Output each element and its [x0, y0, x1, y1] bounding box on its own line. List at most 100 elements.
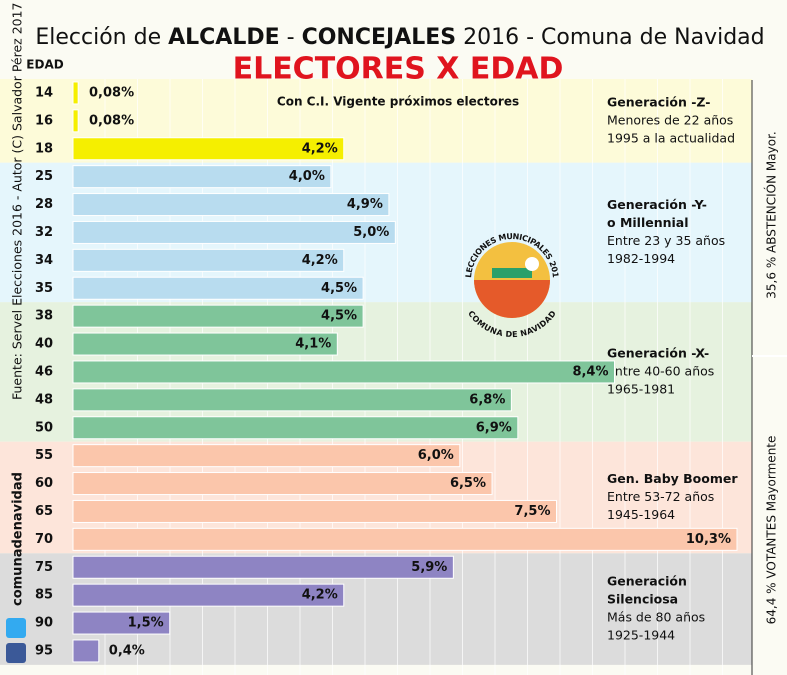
title-part: CONCEJALES — [302, 25, 457, 50]
bar — [72, 611, 171, 635]
generation-name: Generación -X- — [607, 345, 709, 360]
value-label: 6,5% — [450, 476, 486, 491]
category-label: 75 — [35, 560, 53, 575]
side-note: 64,4 % VOTANTES Mayormente — [765, 436, 779, 625]
generation-text: Entre 40-60 años — [607, 363, 714, 378]
bar — [72, 444, 461, 468]
chart-subtitle: ELECTORES X EDAD — [233, 52, 564, 87]
bar — [72, 472, 493, 496]
bar — [72, 304, 364, 328]
category-label: 48 — [35, 392, 53, 407]
bar — [72, 137, 345, 161]
title-part: Elección de — [35, 25, 168, 50]
bar — [72, 109, 79, 133]
logo-part — [474, 280, 550, 318]
bar — [72, 165, 332, 189]
value-label: 5,0% — [353, 225, 389, 240]
category-label: 25 — [35, 169, 53, 184]
side-note: 35,6 % ABSTENCIÓN Mayor. — [764, 131, 779, 298]
generation-text: 1982-1994 — [607, 251, 675, 266]
bar — [72, 639, 100, 663]
twitter-icon[interactable] — [6, 618, 26, 638]
bar — [72, 81, 79, 105]
value-label: 0,08% — [89, 113, 134, 128]
chart-title: Elección de ALCALDE - CONCEJALES 2016 - … — [35, 25, 764, 50]
category-label: 14 — [35, 85, 53, 100]
generation-text: Entre 23 y 35 años — [607, 233, 725, 248]
value-label: 10,3% — [686, 532, 731, 547]
bar — [72, 360, 616, 384]
category-label: 50 — [35, 420, 53, 435]
value-label: 6,0% — [418, 448, 454, 463]
bar — [72, 193, 390, 217]
bar — [72, 388, 512, 412]
value-label: 4,5% — [321, 309, 357, 324]
logo-sun — [525, 257, 539, 271]
value-label: 5,9% — [411, 560, 447, 575]
marks: Generación -Z- Menores de 22 años 1995 a l… — [35, 81, 738, 663]
value-label: 1,5% — [128, 616, 164, 631]
value-label: 6,9% — [476, 420, 512, 435]
generation-name: Generación -Y- — [607, 197, 707, 212]
category-label: 65 — [35, 504, 53, 519]
bar — [72, 416, 519, 440]
value-label: 6,8% — [469, 392, 505, 407]
generation-name: Silenciosa — [607, 592, 678, 607]
generation-name: Gen. Baby Boomer — [607, 471, 738, 486]
bar — [72, 248, 345, 272]
bar — [72, 527, 738, 551]
category-label: 46 — [35, 364, 53, 379]
category-label: 32 — [35, 225, 53, 240]
brand: comunadenavidad — [11, 472, 26, 606]
category-label: 18 — [35, 141, 53, 156]
generation-text: 1965-1981 — [607, 381, 675, 396]
category-label: 38 — [35, 309, 53, 324]
category-label: 35 — [35, 281, 53, 296]
category-label: 28 — [35, 197, 53, 212]
generation-name: Generación -Z- — [607, 94, 710, 109]
category-label: 55 — [35, 448, 53, 463]
generation-text: Entre 53-72 años — [607, 489, 714, 504]
title-part: - — [280, 25, 302, 50]
generation-text: Más de 80 años — [607, 610, 705, 625]
value-label: 8,4% — [572, 364, 608, 379]
generation-text: Menores de 22 años — [607, 112, 733, 127]
category-label: 90 — [35, 616, 53, 631]
bar — [72, 499, 557, 523]
value-label: 4,2% — [302, 253, 338, 268]
bar — [72, 583, 345, 607]
bar — [72, 332, 338, 356]
category-label: 60 — [35, 476, 53, 491]
logo-part — [492, 268, 532, 278]
category-label: 85 — [35, 588, 53, 603]
value-label: 4,2% — [302, 141, 338, 156]
generation-name: o Millennial — [607, 215, 689, 230]
value-label: 4,2% — [302, 588, 338, 603]
generation-name: Generación — [607, 574, 687, 589]
source-group: Fuente: Servel Elecciones 2016 - Autor (… — [10, 2, 26, 606]
bar — [72, 555, 454, 579]
value-label: 4,5% — [321, 281, 357, 296]
value-label: 7,5% — [514, 504, 550, 519]
category-label: 70 — [35, 532, 53, 547]
category-label: 16 — [35, 113, 53, 128]
value-label: 4,9% — [347, 197, 383, 212]
value-label: 0,4% — [109, 643, 145, 658]
source: Fuente: Servel Elecciones 2016 - Autor (… — [10, 2, 25, 400]
facebook-icon[interactable] — [6, 643, 26, 663]
generation-text: 1925-1944 — [607, 628, 675, 643]
value-label: 0,08% — [89, 85, 134, 100]
axis-label: EDAD — [26, 58, 63, 72]
generation-text: 1945-1964 — [607, 507, 675, 522]
value-label: 4,1% — [295, 337, 331, 352]
category-label: 95 — [35, 643, 53, 658]
note: Con C.I. Vigente próximos electores — [277, 95, 519, 109]
bar — [72, 276, 364, 300]
value-label: 4,0% — [289, 169, 325, 184]
title-part: 2016 - Comuna de Navidad — [456, 25, 765, 50]
title-part: ALCALDE — [168, 25, 280, 50]
generation-text: 1995 a la actualidad — [607, 130, 735, 145]
category-label: 34 — [35, 253, 53, 268]
bar — [72, 220, 396, 244]
